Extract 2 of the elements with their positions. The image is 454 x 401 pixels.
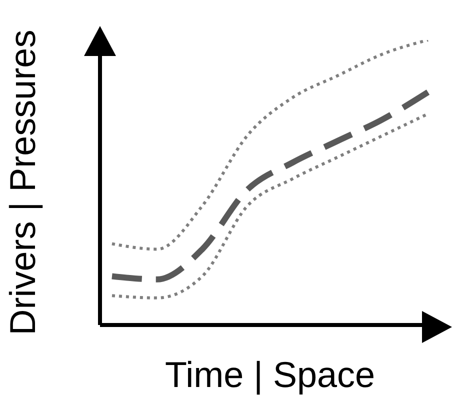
y-axis-title: Drivers | Pressures	[2, 30, 43, 336]
x-axis-title: Time | Space	[164, 354, 376, 395]
